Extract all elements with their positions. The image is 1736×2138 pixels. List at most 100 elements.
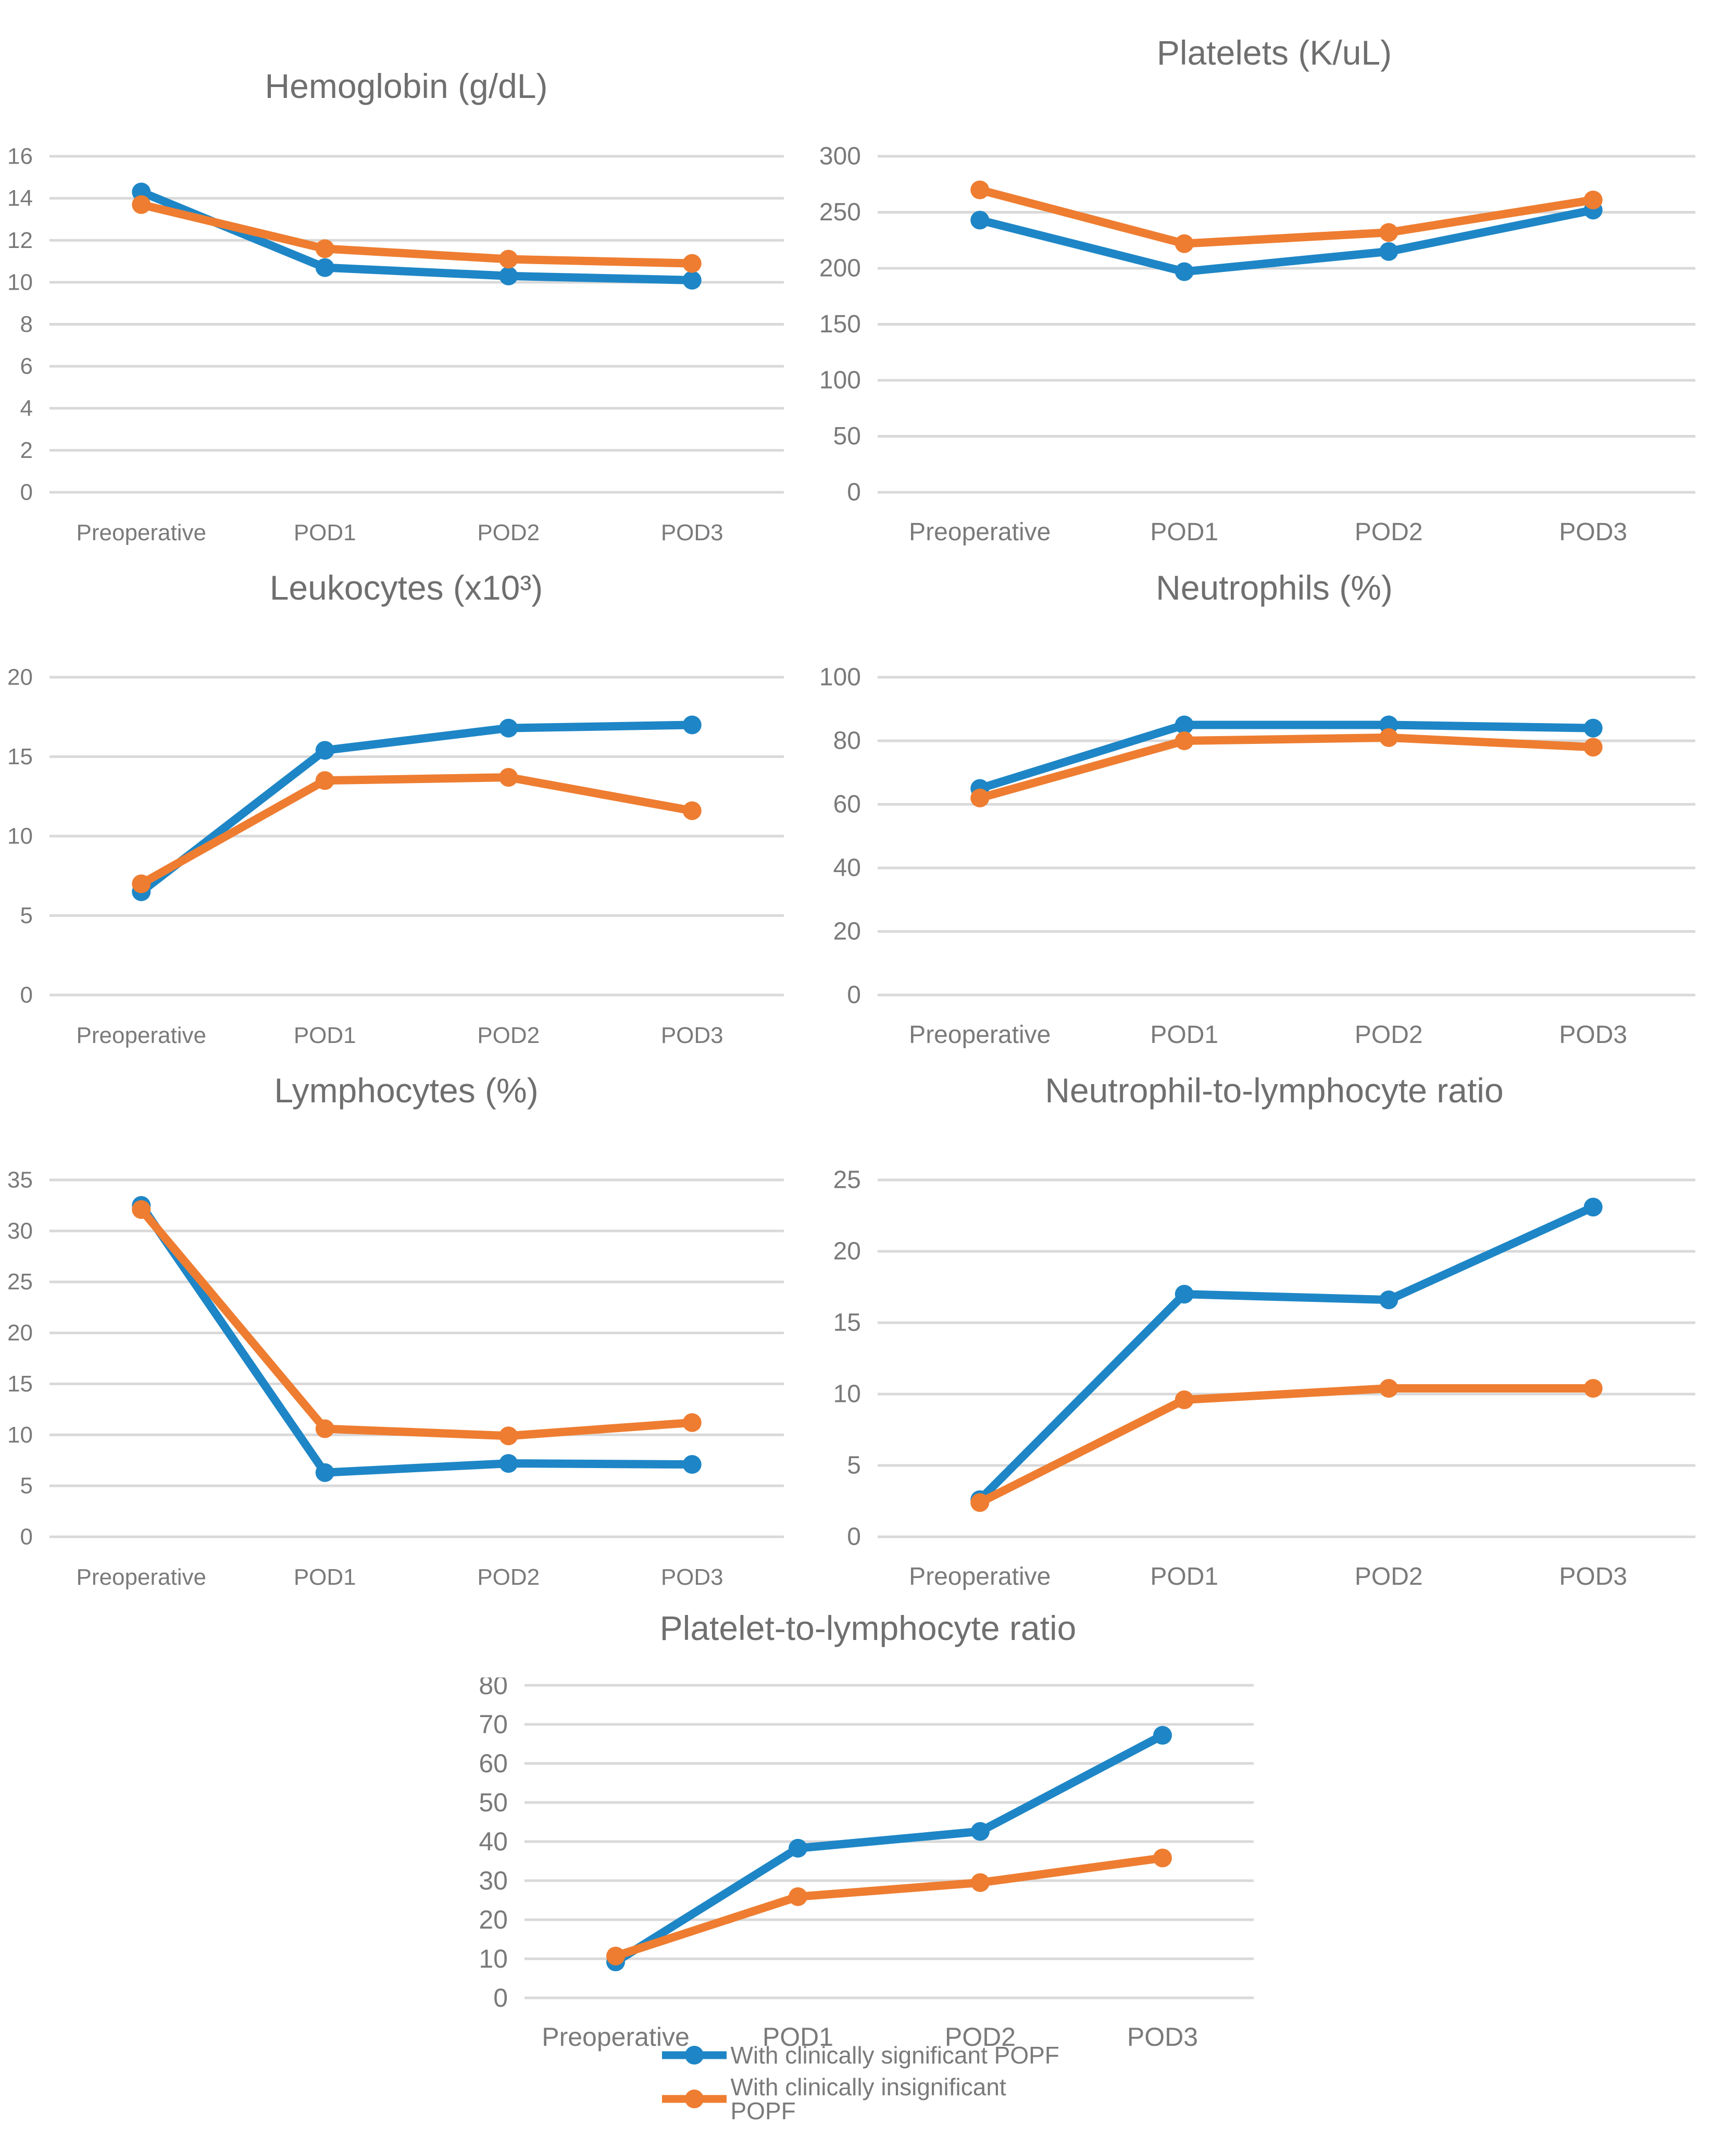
x-tick-label: POD3: [661, 1023, 723, 1048]
y-tick-label: 10: [7, 1422, 33, 1447]
y-tick-label: 70: [479, 1710, 508, 1739]
data-point: [682, 801, 702, 820]
legend-item-insignificant: With clinically insignificant POPF: [660, 2075, 1077, 2123]
series-line-1: [976, 733, 1597, 802]
legend-label-insignificant: With clinically insignificant POPF: [730, 2073, 1006, 2124]
data-point: [1379, 222, 1398, 242]
y-tick-label: 40: [833, 854, 861, 881]
y-tick-label: 20: [833, 917, 861, 945]
x-tick-label: POD1: [294, 520, 356, 545]
y-tick-label: 100: [819, 663, 861, 691]
data-point: [1175, 1284, 1194, 1303]
y-tick-label: 5: [847, 1451, 861, 1479]
series-line-0: [137, 720, 696, 896]
data-point: [1175, 731, 1194, 750]
chart-platelet-to-lymphocyte-ratio: Platelet-to-lymphocyte ratio 0 10 20 30 40 50…: [446, 1592, 1290, 2052]
data-point: [682, 1413, 702, 1432]
y-tick-label: 0: [847, 478, 861, 506]
x-tick-label: Preoperative: [909, 1021, 1051, 1049]
x-tick-label: POD3: [661, 520, 723, 545]
x-tick-label: POD3: [1559, 518, 1627, 546]
y-tick-label: 30: [7, 1218, 33, 1244]
plot-area-hemoglobin: 0 2 4 6 8 10 12 14 16 Preoperative POD1 POD2 POD3: [0, 135, 813, 570]
data-point: [1583, 190, 1603, 209]
data-point: [970, 788, 990, 807]
data-point: [1379, 728, 1398, 747]
plot-svg: 0 10 20 30 40 50 60 70 80 Preoperative POD1 POD2 POD…: [479, 1671, 1254, 2052]
x-tick-label: POD1: [762, 2022, 833, 2052]
data-point: [315, 770, 334, 790]
series-line-1: [976, 185, 1597, 248]
y-tick-label: 15: [7, 744, 33, 769]
data-point: [970, 1822, 990, 1841]
plot-svg: 0 5 10 15 20 Preoperative POD1 POD2 POD3: [7, 664, 784, 1048]
charts-grid: Hemoglobin (g/dL) 0 2 4 6 8 10 12 14 16 Preoperat…: [0, 0, 1736, 1590]
y-tick-label: 2: [20, 437, 33, 463]
y-tick-label: 12: [7, 227, 33, 253]
series-line-1: [976, 1384, 1597, 1507]
data-point: [970, 180, 990, 200]
y-tick-label: 35: [7, 1167, 33, 1192]
data-point: [606, 1946, 625, 1966]
data-point: [1175, 262, 1194, 281]
data-point: [1153, 1848, 1172, 1868]
data-point: [682, 715, 702, 735]
data-point: [499, 767, 518, 787]
x-tick-label: POD2: [1355, 1021, 1423, 1049]
data-point: [1175, 234, 1194, 253]
x-tick-label: Preoperative: [542, 2022, 690, 2052]
y-tick-label: 150: [819, 310, 861, 338]
y-tick-label: 0: [493, 1983, 508, 2012]
series-line-0: [137, 188, 696, 284]
chart-hemoglobin: Hemoglobin (g/dL) 0 2 4 6 8 10 12 14 16 Preoperat…: [0, 0, 813, 545]
series-line-1: [137, 1205, 696, 1440]
data-point: [1583, 718, 1603, 738]
y-tick-label: 60: [479, 1749, 508, 1778]
x-tick-label: POD2: [477, 520, 540, 545]
chart-title-lymphocytes: Lymphocytes (%): [274, 1071, 539, 1110]
plot-svg: 0 2 4 6 8 10 12 14 16 Preoperative POD1 POD2 POD3: [7, 143, 784, 545]
data-point: [970, 1873, 990, 1892]
data-point: [788, 1838, 807, 1858]
series-line-1: [137, 773, 696, 888]
series-line-1: [137, 200, 696, 268]
y-tick-label: 4: [20, 395, 33, 421]
data-point: [315, 258, 334, 277]
data-point: [499, 266, 518, 285]
y-tick-label: 16: [7, 143, 33, 169]
x-tick-label: POD3: [1559, 1021, 1627, 1049]
chart-title-neutrophils: Neutrophils (%): [1156, 568, 1393, 607]
y-tick-label: 0: [20, 982, 33, 1008]
data-point: [315, 1419, 334, 1438]
data-point: [1379, 1290, 1398, 1309]
y-tick-label: 200: [819, 254, 861, 282]
data-point: [970, 1493, 990, 1512]
chart-platelets: Platelets (K/uL) 0 50 100 150 200 250 300 Preop…: [813, 0, 1736, 546]
data-point: [1583, 1197, 1603, 1216]
data-point: [682, 270, 702, 290]
data-point: [1379, 242, 1398, 261]
plot-svg: 0 5 10 15 20 25 Preoperative POD1 POD2 POD3: [833, 1166, 1695, 1590]
data-point: [1175, 715, 1194, 735]
plot-area-leukocytes: 0 5 10 15 20 Preoperative POD1 POD2 POD3: [0, 654, 813, 1073]
y-tick-label: 250: [819, 198, 861, 226]
y-tick-label: 0: [847, 981, 861, 1009]
y-tick-label: 10: [7, 269, 33, 295]
plot-area-platelets: 0 50 100 150 200 250 300 Preoperative POD1 POD2 PO…: [813, 135, 1736, 570]
y-tick-label: 15: [833, 1309, 861, 1336]
x-tick-label: POD1: [294, 1023, 356, 1048]
x-tick-label: POD3: [661, 1564, 723, 1590]
y-tick-label: 5: [20, 1473, 33, 1498]
data-point: [499, 1426, 518, 1445]
data-point: [682, 254, 702, 273]
y-tick-label: 14: [7, 185, 33, 211]
y-tick-label: 20: [7, 1320, 33, 1346]
series-line-0: [137, 1201, 696, 1477]
data-point: [315, 1463, 334, 1482]
data-point: [1583, 737, 1603, 756]
series-line-0: [976, 720, 1597, 793]
x-tick-label: POD1: [1150, 1563, 1218, 1590]
y-tick-label: 5: [20, 903, 33, 928]
plot-area-lymphocytes: 0 5 10 15 20 25 30 35 Preoperative POD1 POD2 POD3: [0, 1157, 813, 1620]
y-tick-label: 50: [479, 1788, 508, 1817]
